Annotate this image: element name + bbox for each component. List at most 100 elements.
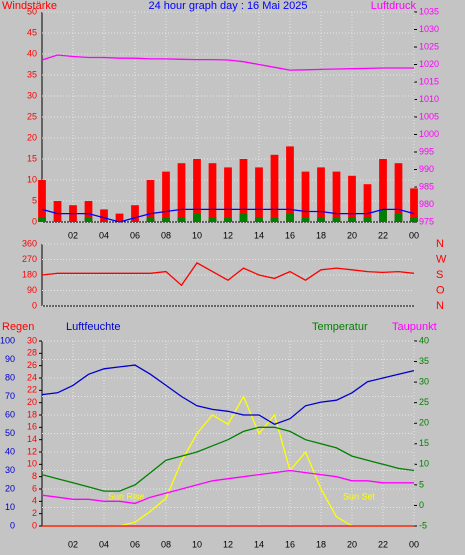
y2-tick-label: 980 xyxy=(419,199,434,209)
y-tick-label: 45 xyxy=(27,27,37,37)
y2-tick-label: 25 xyxy=(419,397,429,407)
x-tick-label: 00 xyxy=(409,230,419,240)
y-tick-label: 30 xyxy=(27,90,37,100)
bar xyxy=(317,167,325,222)
bar xyxy=(224,217,232,222)
y-tick-label: 70 xyxy=(5,391,15,401)
bar xyxy=(53,201,62,222)
bar xyxy=(270,217,279,222)
x-tick-label: 16 xyxy=(285,539,295,549)
bar xyxy=(208,163,217,222)
y2-tick-label: 1015 xyxy=(419,76,439,86)
y-tick-label: 20 xyxy=(27,132,37,142)
y-tick-label: 270 xyxy=(22,254,37,264)
y-tick-label: 180 xyxy=(22,269,37,279)
bar xyxy=(131,205,139,222)
bar xyxy=(193,159,201,222)
rain-tick-label: 8 xyxy=(32,471,37,481)
bar xyxy=(146,180,155,222)
x-tick-label: 22 xyxy=(378,230,388,240)
wind-label: Windstärke xyxy=(2,0,57,12)
direction-label: N xyxy=(436,238,444,250)
series-line xyxy=(41,364,415,426)
bar xyxy=(270,154,279,222)
rain-tick-label: 6 xyxy=(32,483,37,493)
rain-tick-label: 26 xyxy=(27,360,37,370)
pressure-label: Luftdruck xyxy=(371,0,417,12)
series-line xyxy=(41,426,415,492)
bar xyxy=(379,209,387,222)
rain-tick-label: 20 xyxy=(27,397,37,407)
x-tick-label: 20 xyxy=(347,539,357,549)
bar xyxy=(394,163,403,222)
bar xyxy=(348,175,356,222)
bar xyxy=(286,213,294,222)
direction-label: W xyxy=(436,253,447,265)
y-tick-label: 360 xyxy=(22,238,37,248)
bar xyxy=(38,217,46,222)
sunset-label: Sun Set xyxy=(343,491,376,501)
bar xyxy=(410,188,418,222)
y2-tick-label: 1035 xyxy=(419,6,439,16)
rain-tick-label: 28 xyxy=(27,348,37,358)
y-tick-label: 20 xyxy=(5,483,15,493)
bar xyxy=(177,217,186,222)
y-tick-label: 0 xyxy=(32,300,37,310)
x-tick-label: 04 xyxy=(99,539,109,549)
x-tick-label: 02 xyxy=(68,230,78,240)
bar xyxy=(177,163,186,222)
y-tick-label: 30 xyxy=(5,465,15,475)
bar xyxy=(84,217,93,222)
bar xyxy=(239,213,248,222)
bar xyxy=(84,201,93,222)
rain-tick-label: 30 xyxy=(27,335,37,345)
y2-tick-label: 1020 xyxy=(419,59,439,69)
rain-tick-label: 24 xyxy=(27,372,37,382)
x-tick-label: 06 xyxy=(130,230,140,240)
x-tick-label: 06 xyxy=(130,539,140,549)
bar xyxy=(301,171,310,222)
bar xyxy=(332,217,341,222)
rain-tick-label: 2 xyxy=(32,508,37,518)
bar xyxy=(38,180,46,222)
bar xyxy=(363,217,372,222)
y-tick-label: 5 xyxy=(32,195,37,205)
x-tick-label: 08 xyxy=(161,539,171,549)
y2-tick-label: -5 xyxy=(419,520,427,530)
y-tick-label: 15 xyxy=(27,153,37,163)
direction-label: S xyxy=(436,269,443,281)
rain-tick-label: 14 xyxy=(27,434,37,444)
x-tick-label: 00 xyxy=(409,539,419,549)
y2-tick-label: 995 xyxy=(419,146,434,156)
y-tick-label: 25 xyxy=(27,111,37,121)
y-tick-label: 40 xyxy=(27,48,37,58)
bar xyxy=(286,146,294,222)
bar xyxy=(100,209,108,222)
bar xyxy=(208,217,217,222)
x-tick-label: 10 xyxy=(192,230,202,240)
bar xyxy=(410,217,418,222)
y-tick-label: 0 xyxy=(10,520,15,530)
chart-title: 24 hour graph day : 16 Mai 2025 xyxy=(148,0,307,12)
rain-tick-label: 16 xyxy=(27,422,37,432)
bar xyxy=(224,167,232,222)
sunrise-label: Sun Rise xyxy=(108,491,145,501)
bar xyxy=(162,217,170,222)
y-tick-label: 80 xyxy=(5,372,15,382)
y2-tick-label: 985 xyxy=(419,181,434,191)
bar xyxy=(332,171,341,222)
humidity-label: Luftfeuchte xyxy=(66,321,120,333)
bar xyxy=(255,217,263,222)
y2-tick-label: 1030 xyxy=(419,24,439,34)
dewpoint-label: Taupunkt xyxy=(392,321,437,333)
rain-label: Regen xyxy=(2,321,34,333)
x-tick-label: 12 xyxy=(223,230,233,240)
bar xyxy=(363,184,372,222)
rain-tick-label: 18 xyxy=(27,409,37,419)
x-tick-label: 04 xyxy=(99,230,109,240)
y-tick-label: 50 xyxy=(27,6,37,16)
y2-tick-label: 40 xyxy=(419,335,429,345)
rain-tick-label: 22 xyxy=(27,385,37,395)
rain-tick-label: 10 xyxy=(27,459,37,469)
y-tick-label: 10 xyxy=(5,502,15,512)
